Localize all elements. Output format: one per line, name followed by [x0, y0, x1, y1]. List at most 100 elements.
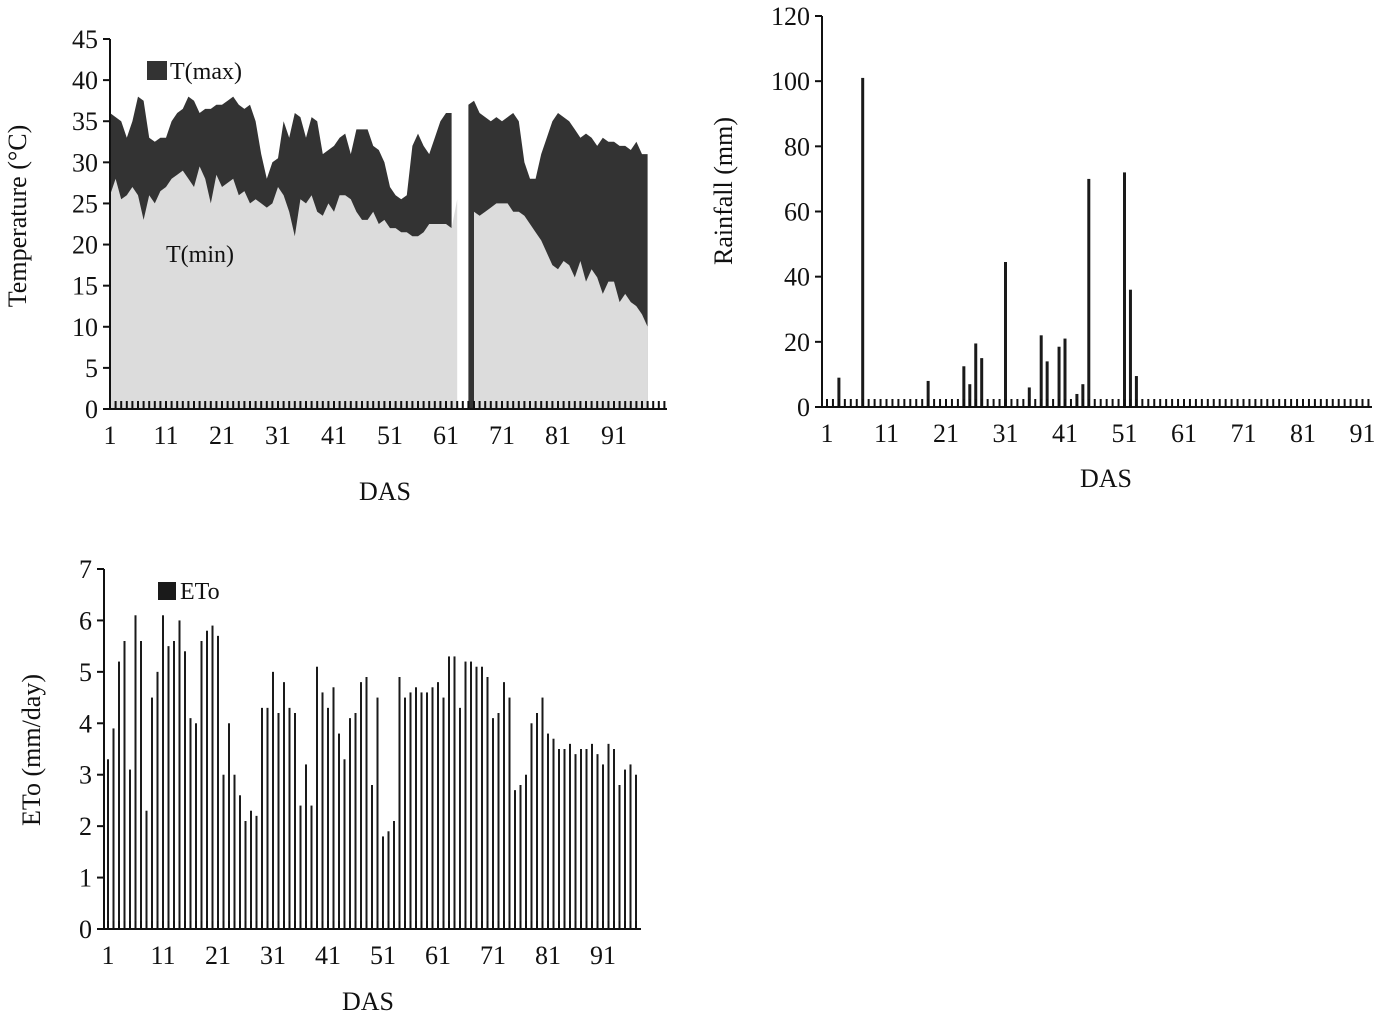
eto-bar: [239, 795, 241, 929]
eto-bar: [602, 764, 604, 929]
rainfall-x-tick-label: 61: [1171, 419, 1197, 448]
rainfall-bar: [1057, 346, 1061, 407]
rainfall-y-tick-label: 60: [784, 198, 810, 227]
rainfall-x-tick-label: 21: [933, 419, 959, 448]
temperature-x-tick-label: 61: [433, 421, 459, 450]
eto-bar: [123, 641, 126, 929]
eto-bar: [607, 743, 610, 929]
temperature-y-tick-label: 30: [72, 148, 98, 177]
tmax-legend-label: T(max): [170, 59, 242, 85]
eto-bar: [321, 692, 324, 929]
eto-bar: [167, 646, 170, 929]
temperature-x-tick-label: 51: [377, 421, 403, 450]
eto-x-axis-label: DAS: [342, 987, 394, 1016]
rainfall-x-tick-label: 31: [993, 419, 1019, 448]
tmin-series-area: [474, 203, 648, 409]
eto-bar: [178, 620, 181, 929]
eto-bar: [244, 821, 247, 929]
rainfall-bar: [974, 343, 978, 407]
eto-bar: [107, 759, 109, 929]
eto-bar: [591, 743, 593, 929]
rainfall-bar: [1004, 262, 1007, 407]
rainfall-y-tick-label: 0: [797, 393, 810, 422]
rainfall-x-tick-label: 81: [1290, 419, 1316, 448]
temperature-x-tick-label: 71: [489, 421, 515, 450]
eto-bar: [261, 707, 263, 929]
temperature-y-tick-label: 25: [72, 189, 98, 218]
eto-bar: [376, 697, 379, 929]
eto-bar: [497, 713, 500, 929]
temperature-y-tick-label: 10: [72, 313, 98, 342]
temperature-area-layer: [110, 96, 648, 409]
eto-bar: [332, 687, 335, 929]
eto-bar: [349, 718, 351, 929]
eto-bar: [629, 764, 632, 929]
rainfall-x-tick-label: 11: [874, 419, 899, 448]
eto-bar: [211, 625, 214, 929]
eto-bar: [156, 671, 159, 929]
tmin-series-label: T(min): [166, 242, 234, 268]
rainfall-x-axis-label: DAS: [1080, 464, 1132, 493]
eto-bar: [343, 759, 346, 929]
rainfall-bar: [1063, 338, 1067, 407]
eto-bar: [228, 723, 230, 929]
eto-bar: [277, 713, 280, 929]
eto-bar: [624, 769, 626, 929]
rainfall-bar: [962, 366, 966, 407]
rainfall-x-tick-label: 71: [1231, 419, 1257, 448]
rainfall-bar: [1045, 361, 1049, 407]
eto-y-tick-label: 4: [79, 709, 92, 738]
rainfall-y-tick-label: 100: [771, 67, 810, 96]
eto-bar: [387, 831, 390, 929]
temperature-x-tick-label: 41: [321, 421, 347, 450]
eto-y-axis-label: ETo (mm/day): [17, 674, 46, 826]
eto-bar: [508, 697, 511, 929]
eto-x-tick-label: 11: [150, 941, 175, 970]
eto-bar: [426, 692, 428, 929]
temperature-x-tick-label: 21: [209, 421, 235, 450]
eto-bar: [354, 713, 357, 929]
rainfall-bar: [837, 377, 841, 407]
eto-bar: [233, 774, 236, 929]
eto-x-tick-label: 21: [205, 941, 231, 970]
temperature-y-tick-label: 15: [72, 272, 98, 301]
eto-bar: [475, 666, 478, 929]
eto-y-tick-label: 1: [79, 864, 92, 893]
eto-bar: [288, 707, 291, 929]
eto-bar: [409, 692, 412, 929]
eto-bar: [140, 641, 142, 929]
temperature-x-tick-label: 91: [601, 421, 627, 450]
eto-bar: [464, 661, 467, 929]
eto-bar: [371, 785, 373, 929]
eto-bar: [129, 769, 131, 929]
eto-x-tick-label: 31: [260, 941, 286, 970]
eto-bar: [618, 785, 621, 929]
eto-bar: [217, 635, 219, 929]
eto-x-tick-label: 41: [315, 941, 341, 970]
eto-bar: [327, 707, 329, 929]
temperature-y-axis-label: Temperature (°C): [3, 125, 32, 308]
eto-bar: [294, 713, 296, 929]
eto-y-tick-label: 6: [79, 606, 92, 635]
eto-bar: [255, 815, 258, 929]
eto-bar: [541, 697, 544, 929]
eto-bar: [547, 733, 549, 929]
temperature-x-axis-label: DAS: [359, 477, 411, 506]
eto-bar: [536, 713, 538, 929]
eto-bar: [299, 805, 302, 929]
temperature-x-tick-label: 11: [153, 421, 178, 450]
temperature-y-tick-label: 20: [72, 231, 98, 260]
eto-bar: [184, 651, 186, 929]
eto-legend-swatch: [158, 582, 176, 600]
eto-bar: [530, 723, 533, 929]
eto-bar: [206, 630, 208, 929]
eto-bar: [459, 707, 461, 929]
eto-y-tick-label: 5: [79, 658, 92, 687]
eto-y-tick-label: 7: [79, 555, 92, 584]
temperature-x-tick-label: 1: [104, 421, 117, 450]
eto-bars-layer: [107, 615, 637, 929]
eto-bar: [145, 810, 148, 929]
